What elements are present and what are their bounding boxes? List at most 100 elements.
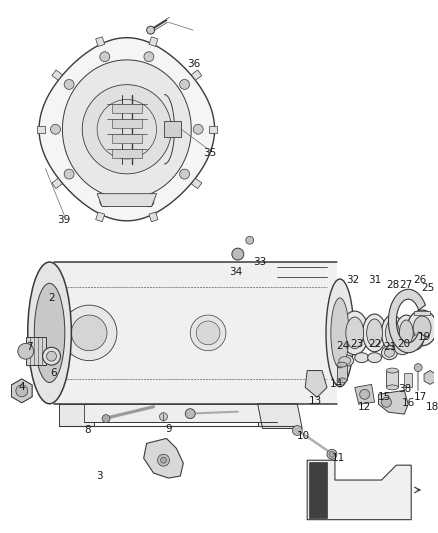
Circle shape [61,305,117,361]
Text: 6: 6 [50,368,57,378]
Polygon shape [309,462,327,518]
Ellipse shape [363,314,386,352]
Text: 25: 25 [421,283,434,293]
Ellipse shape [337,378,347,383]
Polygon shape [209,126,217,133]
Polygon shape [95,212,105,222]
Text: 11: 11 [332,453,346,463]
Polygon shape [26,337,46,365]
Circle shape [144,197,154,207]
Ellipse shape [385,320,399,346]
Circle shape [102,415,110,423]
Circle shape [414,364,422,372]
Ellipse shape [336,354,354,367]
Circle shape [196,321,220,345]
Text: 24: 24 [336,341,350,351]
Ellipse shape [381,315,403,351]
Polygon shape [22,391,32,403]
Polygon shape [378,390,408,414]
Text: 19: 19 [417,333,431,342]
Polygon shape [386,370,398,387]
Polygon shape [52,179,62,189]
Text: 7: 7 [26,342,33,352]
Polygon shape [337,365,347,381]
Ellipse shape [386,368,398,373]
Circle shape [158,454,170,466]
Polygon shape [112,119,142,128]
Polygon shape [305,370,327,397]
Circle shape [190,315,226,351]
Circle shape [185,409,195,418]
Text: 32: 32 [346,275,360,285]
Polygon shape [11,385,22,397]
Polygon shape [39,38,215,221]
Ellipse shape [355,353,369,362]
Text: 38: 38 [398,384,411,394]
Polygon shape [404,373,412,387]
Polygon shape [84,403,277,422]
Polygon shape [414,311,430,315]
Ellipse shape [409,332,423,350]
Polygon shape [95,37,105,46]
Polygon shape [11,391,22,403]
Text: 15: 15 [378,392,391,402]
Text: 27: 27 [399,280,413,290]
Polygon shape [22,379,32,391]
Circle shape [232,248,244,260]
Circle shape [246,236,254,244]
Circle shape [46,351,57,361]
Ellipse shape [386,385,398,390]
Polygon shape [165,122,181,137]
Ellipse shape [28,262,71,403]
Text: 14: 14 [330,379,343,389]
Text: 16: 16 [402,398,415,408]
Ellipse shape [339,357,351,365]
Circle shape [100,197,110,207]
Text: 39: 39 [57,215,70,225]
Circle shape [360,390,370,399]
Ellipse shape [337,362,347,367]
Ellipse shape [346,317,364,349]
Circle shape [381,397,392,407]
Polygon shape [149,37,158,46]
Ellipse shape [412,335,420,347]
Text: 13: 13 [308,396,322,406]
Circle shape [147,26,155,34]
Circle shape [71,315,107,351]
Polygon shape [112,104,142,114]
Polygon shape [258,403,302,429]
Polygon shape [307,460,411,520]
Ellipse shape [367,353,381,362]
Polygon shape [11,379,32,403]
Polygon shape [424,370,436,384]
Text: 3: 3 [96,471,102,481]
Ellipse shape [396,315,417,351]
Ellipse shape [326,279,354,387]
Circle shape [292,425,302,435]
Circle shape [16,385,28,397]
Text: 22: 22 [368,340,381,349]
Circle shape [144,52,154,62]
Polygon shape [355,384,374,404]
Polygon shape [149,212,158,222]
Text: 8: 8 [84,425,91,435]
Circle shape [180,169,190,179]
Circle shape [327,449,337,459]
Polygon shape [60,403,94,425]
Ellipse shape [331,298,349,368]
Text: 2: 2 [48,293,55,303]
Ellipse shape [34,284,65,383]
Text: 20: 20 [398,340,411,349]
Text: 17: 17 [413,392,427,402]
Circle shape [64,169,74,179]
Polygon shape [63,60,191,199]
Text: 4: 4 [18,382,25,392]
Polygon shape [22,385,32,397]
Polygon shape [191,70,202,80]
Circle shape [50,124,60,134]
Text: 23: 23 [350,340,364,349]
Polygon shape [144,439,184,478]
Circle shape [82,85,171,174]
Text: 26: 26 [413,275,427,285]
Circle shape [180,79,190,90]
